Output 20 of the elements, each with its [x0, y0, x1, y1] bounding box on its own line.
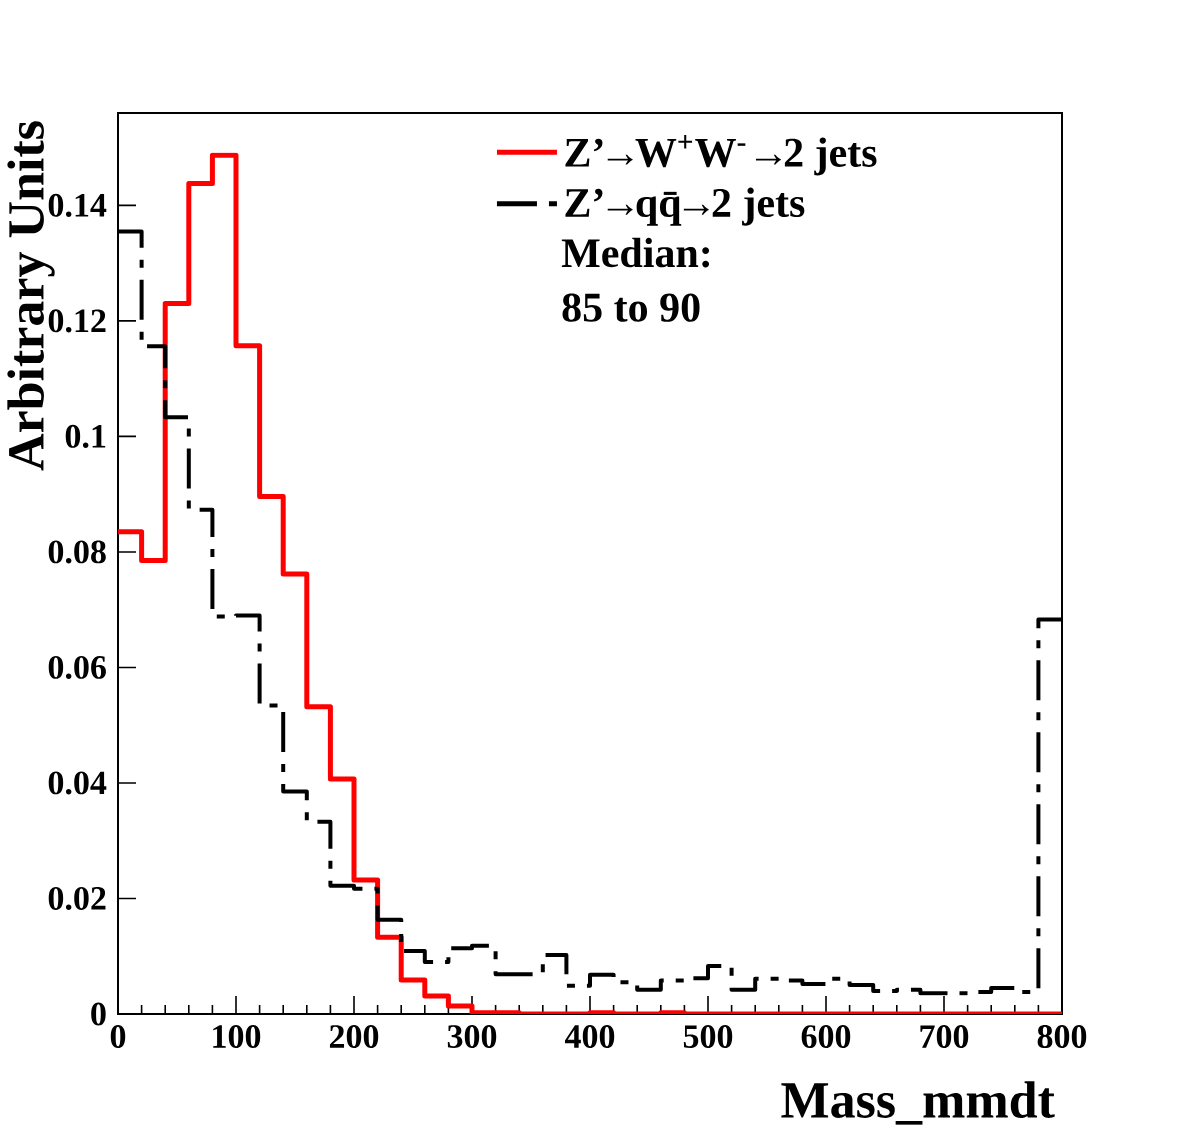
x-tick-label: 700: [920, 1025, 969, 1049]
legend-label: Z’→qq̄→2 jets: [565, 187, 805, 226]
x-tick-label: 0: [110, 1025, 126, 1049]
x-tick-label: 500: [683, 1025, 733, 1049]
x-axis-title: Mass_mmdt: [781, 1081, 1055, 1125]
y-tick-label: 0.08: [48, 540, 106, 564]
x-tick-label: 400: [564, 1025, 615, 1049]
y-tick-label: 0.04: [48, 771, 107, 795]
y-tick-label: 0.1: [65, 424, 106, 448]
x-tick-label: 100: [213, 1025, 261, 1049]
x-tick-label: 300: [447, 1025, 497, 1049]
y-tick-label: 0: [91, 1002, 106, 1026]
annotation: Median:: [561, 237, 710, 268]
x-tick-label: 600: [801, 1025, 851, 1049]
legend-label: Z’→W$^{+}$W$^{-}$→2 jets: [565, 134, 877, 176]
x-tick-label: 800: [1037, 1025, 1087, 1049]
x-tick-label: 200: [329, 1025, 379, 1049]
y-tick-label: 0.02: [48, 886, 106, 911]
y-tick-label: 0.06: [48, 655, 106, 679]
annotation: 85 to 90: [562, 293, 700, 322]
